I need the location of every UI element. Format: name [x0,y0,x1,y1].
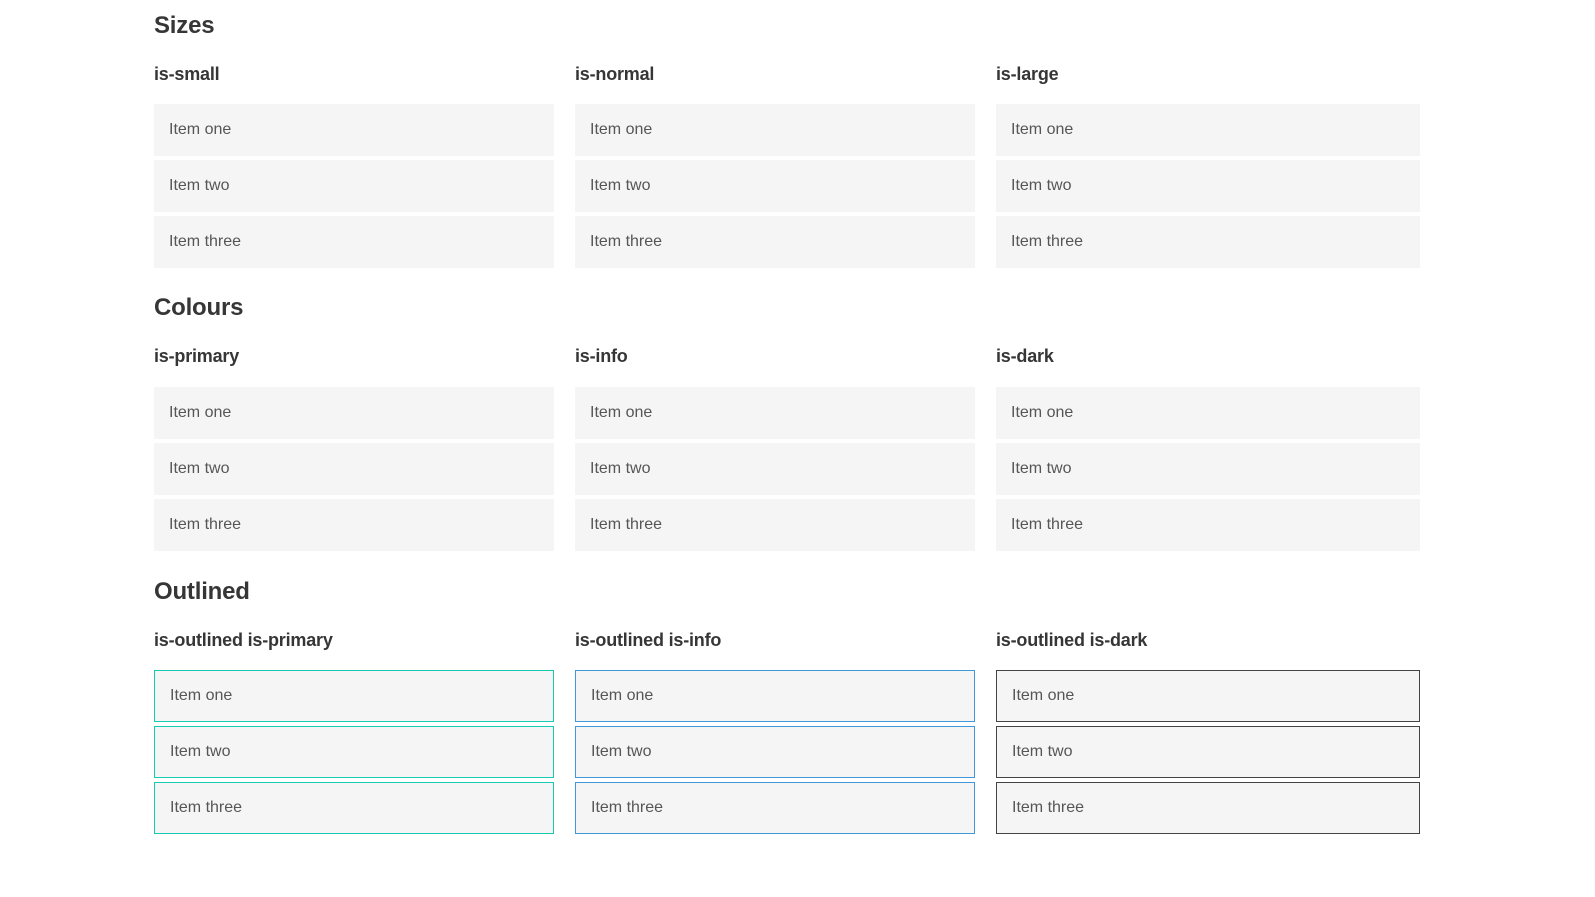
group-label: is-dark [996,346,1054,367]
page: Sizes is-small Item one Item two Item th… [154,12,1595,835]
section-title: Sizes [154,12,215,39]
list-item[interactable]: Item one [996,386,1420,439]
section-grid: is-small Item one Item two Item three is… [154,41,1595,269]
list-item[interactable]: Item three [575,216,975,269]
item-list: Item one Item two Item three [996,104,1420,269]
section-outlined: Outlined is-outlined is-primary Item one… [154,577,1595,835]
item-list: Item one Item two Item three [575,386,975,551]
group-small: is-small Item one Item two Item three [154,41,554,269]
list-item[interactable]: Item two [996,160,1420,213]
item-list: Item one Item two Item three [575,104,975,269]
group-info: is-info Item one Item two Item three [575,323,975,551]
list-item[interactable]: Item two [996,726,1420,779]
group-label: is-outlined is-primary [154,629,333,650]
group-outlined-primary: is-outlined is-primary Item one Item two… [154,607,554,835]
list-item[interactable]: Item three [154,782,554,835]
section-grid: is-outlined is-primary Item one Item two… [154,607,1595,835]
list-item[interactable]: Item three [154,216,554,269]
item-list: Item one Item two Item three [996,670,1420,835]
group-dark: is-dark Item one Item two Item three [996,323,1420,551]
group-label: is-primary [154,346,240,367]
section-sizes: Sizes is-small Item one Item two Item th… [154,12,1595,269]
group-label: is-large [996,63,1059,84]
group-outlined-dark: is-outlined is-dark Item one Item two It… [996,607,1420,835]
list-item[interactable]: Item one [154,670,554,723]
group-label: is-small [154,63,220,84]
list-item[interactable]: Item two [575,726,975,779]
item-list: Item one Item two Item three [996,386,1420,551]
list-item[interactable]: Item three [575,498,975,551]
item-list: Item one Item two Item three [154,104,554,269]
group-primary: is-primary Item one Item two Item three [154,323,554,551]
item-list: Item one Item two Item three [154,670,554,835]
section-grid: is-primary Item one Item two Item three … [154,323,1595,551]
group-label: is-outlined is-dark [996,629,1148,650]
list-item[interactable]: Item three [996,782,1420,835]
list-item[interactable]: Item three [996,216,1420,269]
list-item[interactable]: Item two [575,442,975,495]
list-item[interactable]: Item three [154,498,554,551]
list-item[interactable]: Item one [575,104,975,157]
list-item[interactable]: Item two [154,442,554,495]
list-item[interactable]: Item three [996,498,1420,551]
list-item[interactable]: Item three [575,782,975,835]
group-label: is-outlined is-info [575,629,722,650]
list-item[interactable]: Item one [996,670,1420,723]
item-list: Item one Item two Item three [575,670,975,835]
group-label: is-normal [575,63,655,84]
section-title: Outlined [154,577,250,605]
list-item[interactable]: Item two [154,726,554,779]
list-item[interactable]: Item two [996,442,1420,495]
list-item[interactable]: Item two [575,160,975,213]
list-item[interactable]: Item two [154,160,554,213]
group-normal: is-normal Item one Item two Item three [575,41,975,269]
section-title: Colours [154,294,244,322]
group-large: is-large Item one Item two Item three [996,41,1420,269]
item-list: Item one Item two Item three [154,386,554,551]
group-outlined-info: is-outlined is-info Item one Item two It… [575,607,975,835]
list-item[interactable]: Item one [154,386,554,439]
list-item[interactable]: Item one [575,386,975,439]
list-item[interactable]: Item one [575,670,975,723]
list-item[interactable]: Item one [154,104,554,157]
section-colours: Colours is-primary Item one Item two Ite… [154,294,1595,551]
group-label: is-info [575,346,628,367]
list-item[interactable]: Item one [996,104,1420,157]
